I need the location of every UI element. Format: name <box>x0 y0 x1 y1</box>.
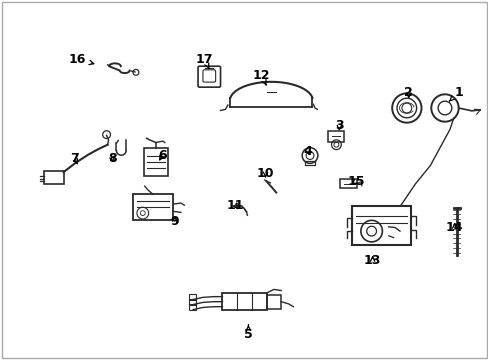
Text: 9: 9 <box>170 215 179 228</box>
Text: 3: 3 <box>334 119 343 132</box>
Text: 14: 14 <box>445 221 463 234</box>
Text: 12: 12 <box>252 69 270 85</box>
Text: 13: 13 <box>363 255 381 267</box>
Text: 1: 1 <box>448 86 462 101</box>
Text: 16: 16 <box>68 53 94 66</box>
Text: 15: 15 <box>346 175 364 188</box>
Text: 8: 8 <box>108 152 117 165</box>
Text: 2: 2 <box>404 86 412 99</box>
Text: 5: 5 <box>244 325 252 341</box>
Text: 4: 4 <box>303 145 312 158</box>
Text: 6: 6 <box>158 149 166 162</box>
Text: 10: 10 <box>256 167 274 180</box>
Text: 11: 11 <box>226 199 244 212</box>
Text: 7: 7 <box>70 152 79 165</box>
Text: 17: 17 <box>195 53 213 68</box>
